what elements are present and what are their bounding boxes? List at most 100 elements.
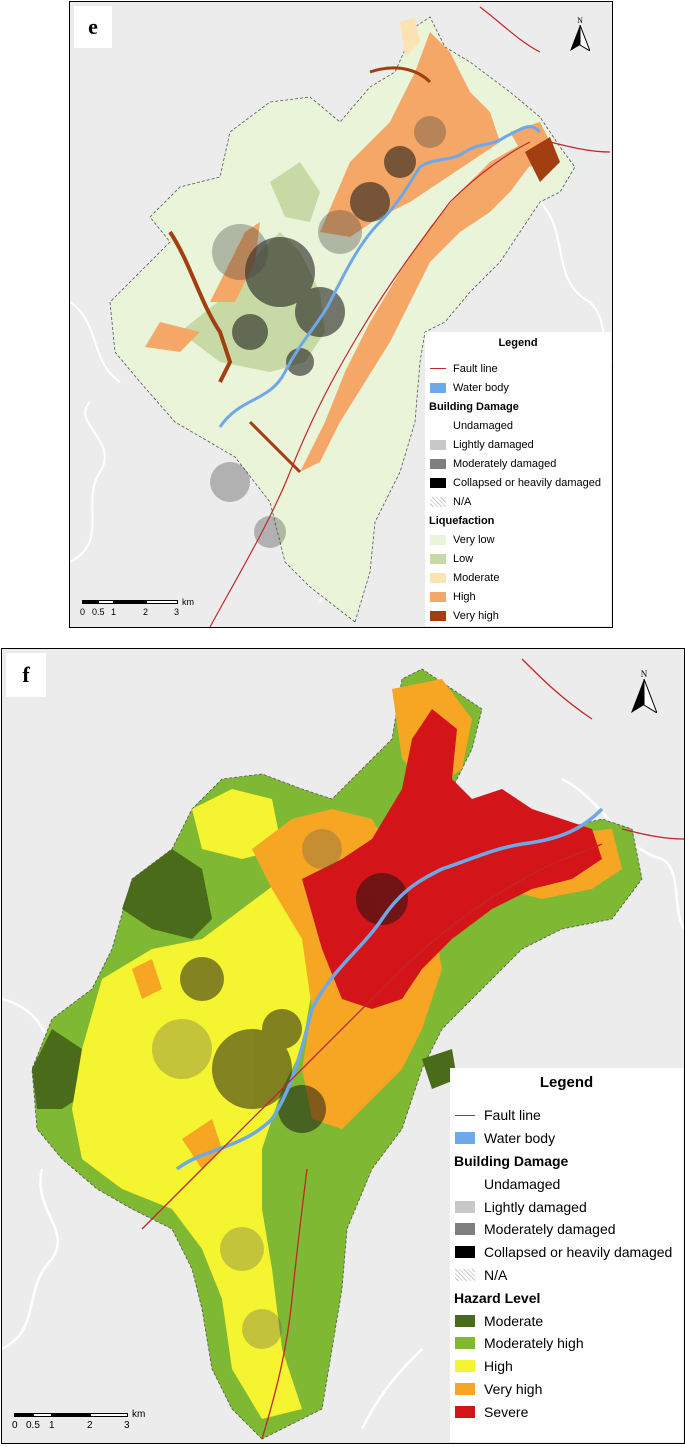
map-panel-e: e N Legend Fault line Water body Buildin… xyxy=(69,1,613,628)
legend-label: Moderately high xyxy=(484,1335,584,1352)
scale-tick-label: 1 xyxy=(111,607,117,617)
scale-tick-label: 2 xyxy=(143,607,149,617)
legend-label: Water body xyxy=(484,1130,556,1147)
scale-bar: 0 0.5 1 2 3 km xyxy=(12,1409,174,1437)
legend-label: High xyxy=(484,1358,513,1375)
north-label: N xyxy=(577,16,583,25)
legend-label: High xyxy=(453,590,476,603)
scale-segment xyxy=(98,600,114,604)
legend-label: Moderately damaged xyxy=(453,457,557,470)
scale-tick-label: 0.5 xyxy=(92,607,105,617)
scale-segment xyxy=(52,1413,90,1417)
scale-tick-label: 2 xyxy=(87,1420,93,1431)
legend-label: Lightly damaged xyxy=(453,438,534,451)
scale-tick-label: 3 xyxy=(174,607,180,617)
scale-segment xyxy=(90,1413,128,1417)
damage-swatch xyxy=(430,439,446,450)
north-arrow: N xyxy=(628,669,660,718)
scale-tick-label: 1 xyxy=(49,1420,55,1431)
legend-item-hazard: Moderate xyxy=(425,568,611,587)
scale-bar: 0 0.5 1 2 3 km xyxy=(80,597,212,622)
legend-item-fault-line: Fault line xyxy=(450,1104,683,1127)
legend-item-damage: Undamaged xyxy=(425,416,611,435)
hazard-swatch xyxy=(455,1314,475,1327)
liquefaction-map xyxy=(70,6,612,627)
damage-swatch xyxy=(455,1200,475,1213)
legend-label: Very high xyxy=(484,1380,543,1397)
legend-item-hazard: Very high xyxy=(450,1378,683,1401)
north-arrow-icon xyxy=(570,24,591,53)
hazard-swatch xyxy=(430,591,446,602)
legend-label: N/A xyxy=(484,1266,508,1283)
legend-label: Very low xyxy=(453,533,495,546)
legend-label: Fault line xyxy=(453,362,498,375)
scale-segment xyxy=(14,1413,33,1417)
legend-title: Legend xyxy=(498,337,538,349)
legend-item-damage: Collapsed or heavily damaged xyxy=(450,1241,683,1264)
legend-item-hazard: Moderately high xyxy=(450,1332,683,1355)
hazard-swatch xyxy=(430,610,446,621)
legend-item-damage: Lightly damaged xyxy=(425,435,611,454)
legend-label: Fault line xyxy=(484,1107,541,1124)
hazard-swatch xyxy=(430,572,446,583)
panel-letter: e xyxy=(74,6,112,48)
legend-label: Undamaged xyxy=(484,1175,561,1192)
damage-swatch xyxy=(430,477,446,488)
legend-item-damage: Undamaged xyxy=(450,1172,683,1195)
legend-label: Moderate xyxy=(453,571,500,584)
legend-section-hazard: Hazard Level xyxy=(454,1289,541,1306)
legend-label: Moderately damaged xyxy=(484,1221,616,1238)
legend-label: Very high xyxy=(453,609,499,622)
legend-label: Water body xyxy=(453,381,509,394)
map-panel-f: f N Legend Fault line Water body Buildin… xyxy=(1,648,685,1444)
legend-label: Collapsed or heavily damaged xyxy=(453,476,601,489)
damage-swatch xyxy=(455,1177,475,1190)
fault-line-swatch xyxy=(430,368,446,369)
legend-item-hazard: High xyxy=(450,1355,683,1378)
legend-label: N/A xyxy=(453,495,472,508)
hazard-swatch xyxy=(430,534,446,545)
legend-section-hazard: Liquefaction xyxy=(429,514,495,527)
legend-item-water-body: Water body xyxy=(425,378,611,397)
hazard-swatch xyxy=(455,1405,475,1418)
water-body-swatch xyxy=(455,1132,475,1145)
legend-item-damage: N/A xyxy=(425,492,611,511)
damage-swatch xyxy=(430,458,446,469)
legend: Legend Fault line Water body Building Da… xyxy=(450,1068,683,1442)
hazard-swatch xyxy=(455,1382,475,1395)
legend-item-damage: N/A xyxy=(450,1264,683,1287)
damage-swatch xyxy=(430,420,446,431)
legend-item-hazard: Very high xyxy=(425,606,611,625)
legend-label: Severe xyxy=(484,1403,529,1420)
legend-item-damage: Collapsed or heavily damaged xyxy=(425,473,611,492)
legend-label: Undamaged xyxy=(453,419,513,432)
hazard-swatch xyxy=(455,1360,475,1373)
legend-item-hazard: High xyxy=(425,587,611,606)
legend-item-hazard: Low xyxy=(425,549,611,568)
damage-swatch xyxy=(455,1268,475,1281)
legend-section-damage: Building Damage xyxy=(454,1152,569,1169)
panel-letter: f xyxy=(6,653,46,697)
legend-section-damage: Building Damage xyxy=(429,400,519,413)
hazard-swatch xyxy=(455,1337,475,1350)
damage-swatch xyxy=(430,496,446,507)
scale-unit: km xyxy=(132,1409,146,1420)
scale-segment xyxy=(146,600,178,604)
scale-segment xyxy=(82,600,98,604)
north-label: N xyxy=(640,669,648,679)
legend-item-damage: Lightly damaged xyxy=(450,1195,683,1218)
scale-tick-label: 0 xyxy=(80,607,86,617)
legend-title: Legend xyxy=(539,1074,594,1091)
legend-label: Low xyxy=(453,552,474,565)
scale-tick-label: 3 xyxy=(124,1420,130,1431)
legend-item-damage: Moderately damaged xyxy=(425,454,611,473)
legend-label: Lightly damaged xyxy=(484,1198,587,1215)
scale-segment xyxy=(114,600,146,604)
legend-item-damage: Moderately damaged xyxy=(450,1218,683,1241)
legend-item-water-body: Water body xyxy=(450,1127,683,1150)
scale-tick-label: 0 xyxy=(12,1420,18,1431)
legend-item-hazard: Severe xyxy=(450,1400,683,1423)
legend-item-fault-line: Fault line xyxy=(425,359,611,378)
damage-swatch xyxy=(455,1223,475,1236)
scale-tick-label: 0.5 xyxy=(26,1420,40,1431)
